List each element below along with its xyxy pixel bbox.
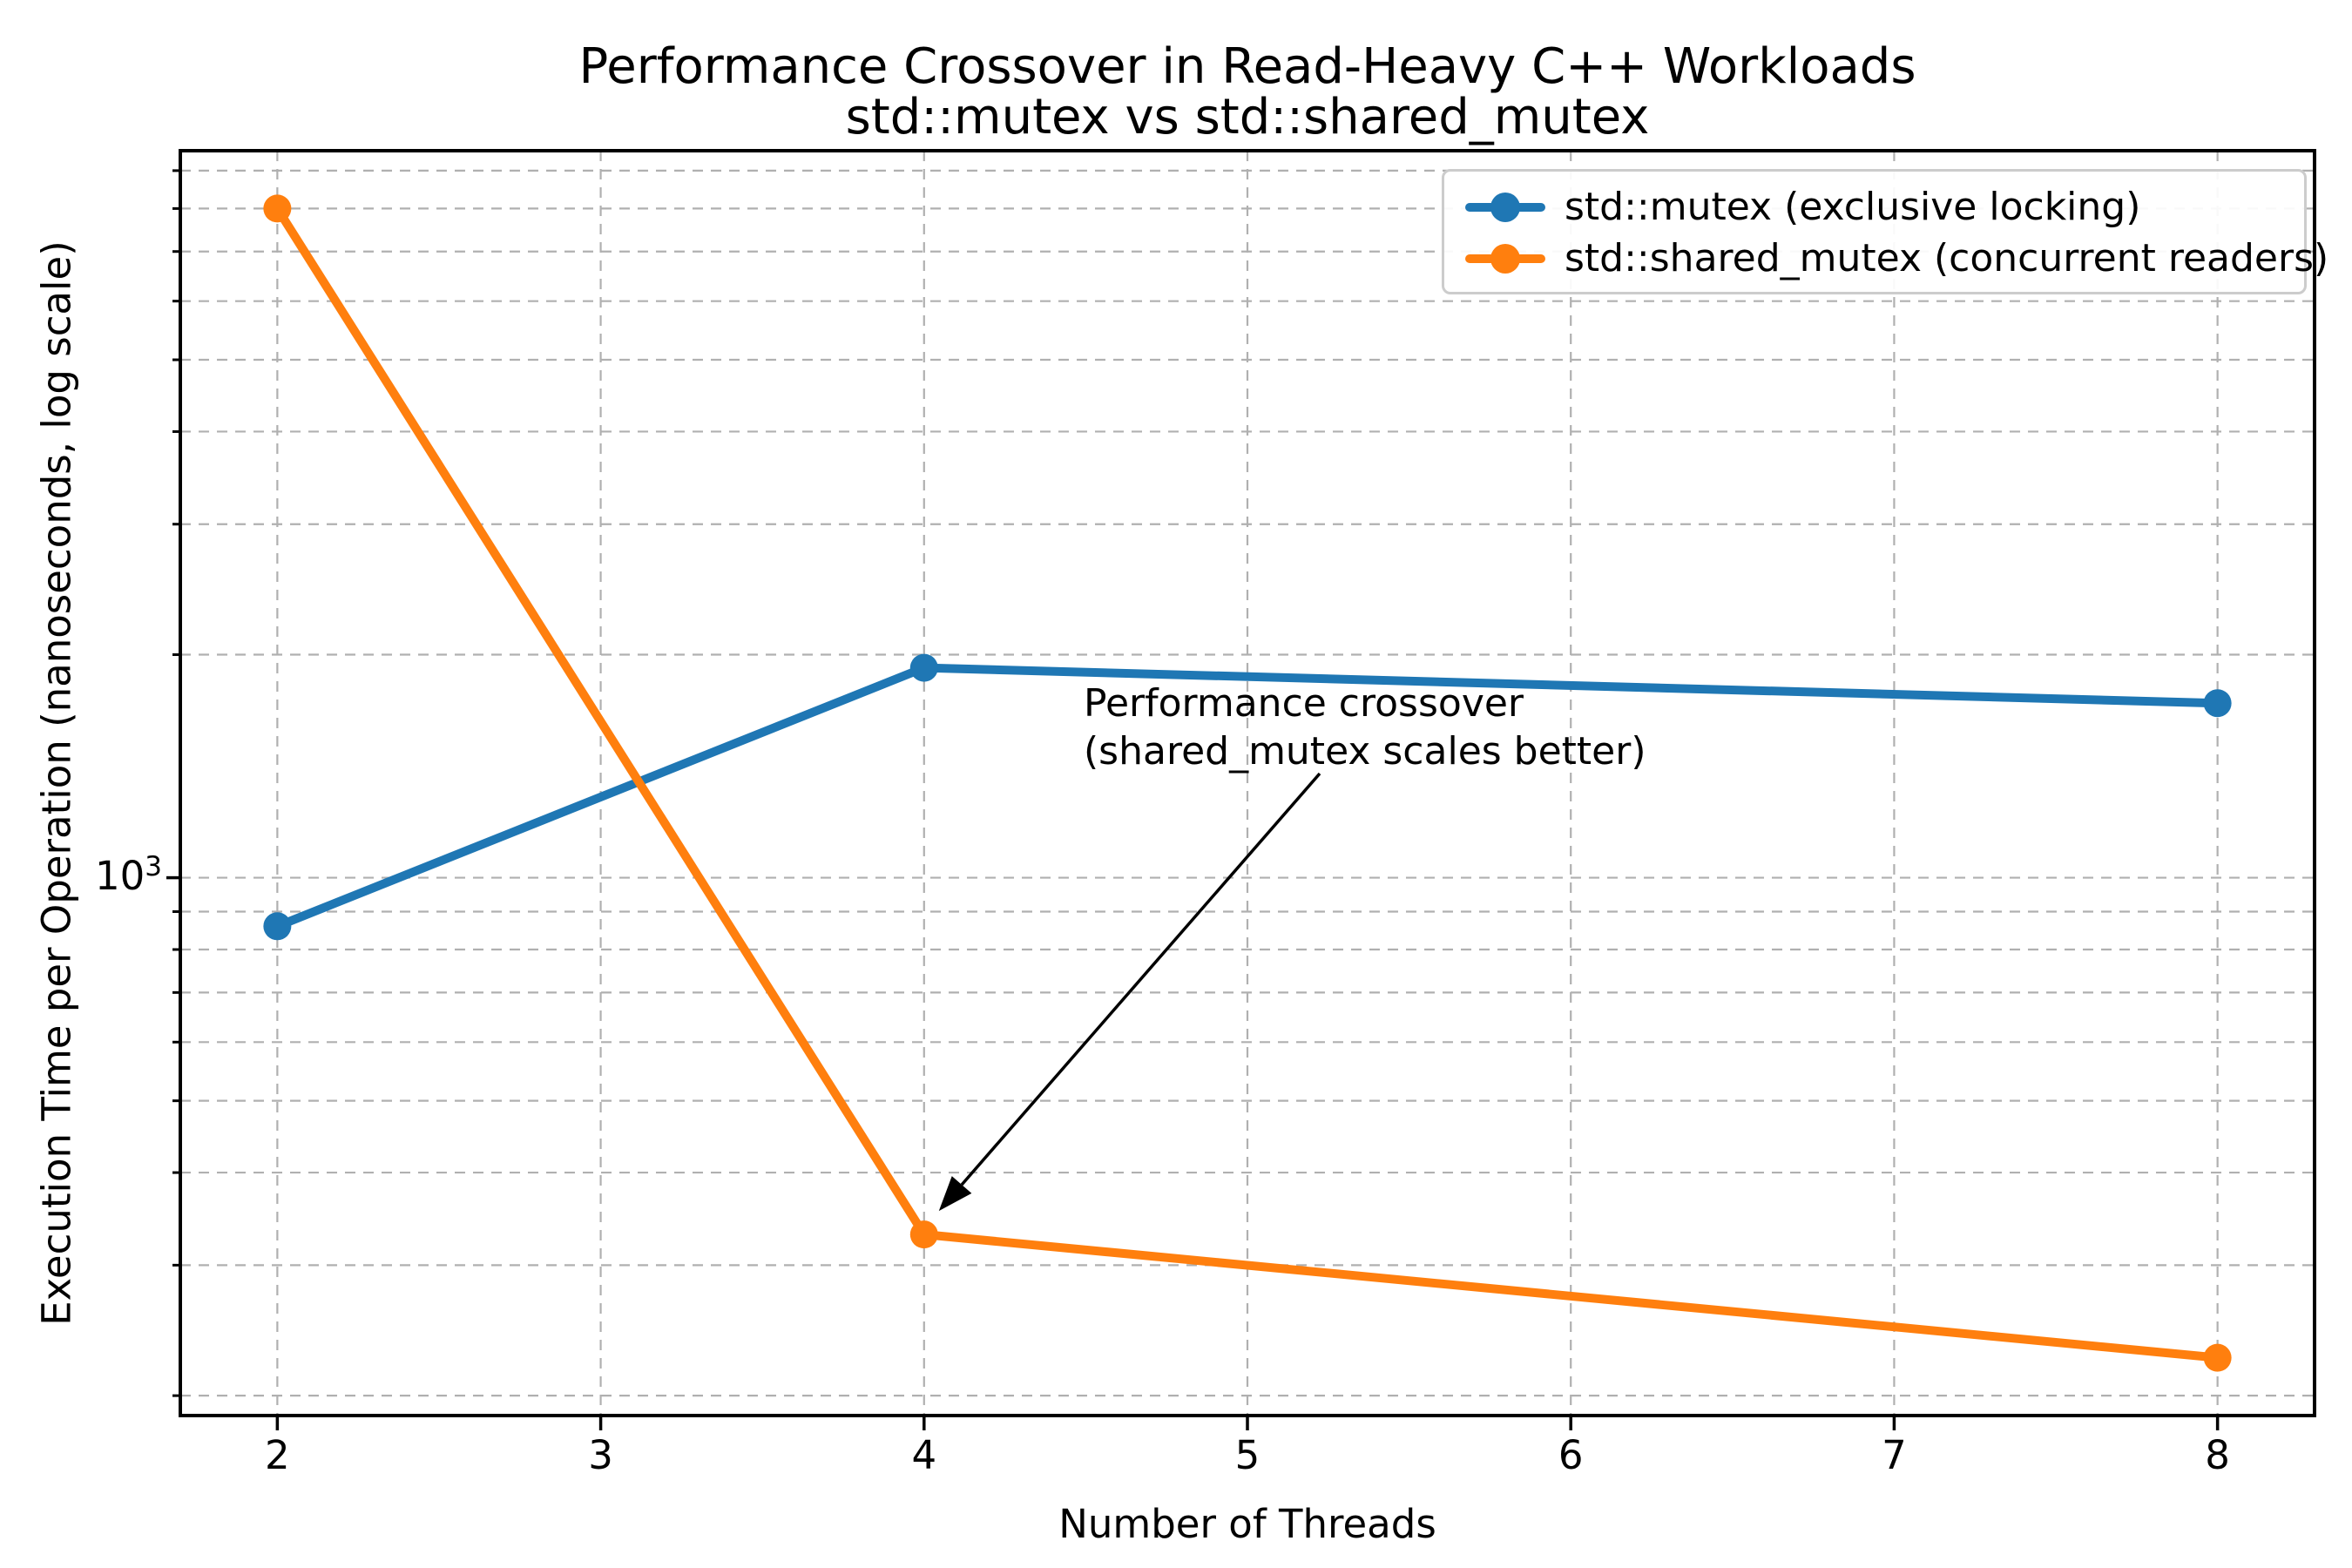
annotation-line-2: (shared_mutex scales better)	[1084, 729, 1646, 774]
x-tick-label: 7	[1882, 1432, 1907, 1478]
annotation-arrow	[938, 772, 1321, 1212]
x-tick-label: 8	[2205, 1432, 2230, 1478]
x-tick-label: 5	[1234, 1432, 1260, 1478]
legend: std::mutex (exclusive locking) std::shar…	[1442, 169, 2328, 294]
legend-label: std::mutex (exclusive locking)	[1565, 185, 2141, 229]
series-0	[263, 653, 2232, 941]
x-axis-label: Number of Threads	[1058, 1501, 1436, 1547]
y-tick-base: 10	[95, 852, 145, 899]
annotation: Performance crossover (shared_mutex scal…	[1084, 679, 1646, 775]
data-point	[2203, 1343, 2232, 1372]
chart-title: Performance Crossover in Read-Heavy C++ …	[578, 38, 1916, 95]
chart-title-block: Performance Crossover in Read-Heavy C++ …	[180, 42, 2315, 143]
legend-marker	[1465, 240, 1545, 278]
legend-item: std::shared_mutex (concurrent readers)	[1465, 233, 2328, 284]
legend-marker-dot	[1490, 192, 1520, 222]
annotation-line-1: Performance crossover	[1084, 681, 1524, 726]
data-point	[909, 1220, 938, 1249]
data-point	[2203, 689, 2232, 718]
legend-item: std::mutex (exclusive locking)	[1465, 181, 2304, 233]
x-tick-label: 6	[1558, 1432, 1584, 1478]
gridlines	[180, 151, 2315, 1416]
y-tick-exponent: 3	[145, 850, 162, 882]
y-tick-label: 103	[52, 851, 162, 899]
y-axis-label: Execution Time per Operation (nanosecond…	[33, 240, 80, 1326]
x-tick-label: 4	[911, 1432, 937, 1478]
tick-marks	[166, 169, 2220, 1430]
series-1	[263, 194, 2232, 1372]
chart-subtitle: std::mutex vs std::shared_mutex	[845, 89, 1650, 145]
data-point	[909, 653, 938, 682]
data-point	[263, 912, 292, 941]
x-tick-label: 2	[265, 1432, 290, 1478]
legend-marker	[1465, 188, 1545, 226]
legend-label: std::shared_mutex (concurrent readers)	[1565, 236, 2329, 280]
x-tick-label: 3	[588, 1432, 613, 1478]
data-point	[263, 194, 292, 223]
legend-marker-dot	[1490, 243, 1520, 274]
